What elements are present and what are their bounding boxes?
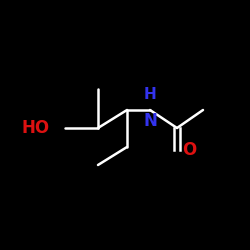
Text: N: N [143, 112, 157, 130]
Text: O: O [182, 141, 196, 159]
Text: HO: HO [22, 119, 50, 137]
Text: H: H [144, 88, 156, 102]
